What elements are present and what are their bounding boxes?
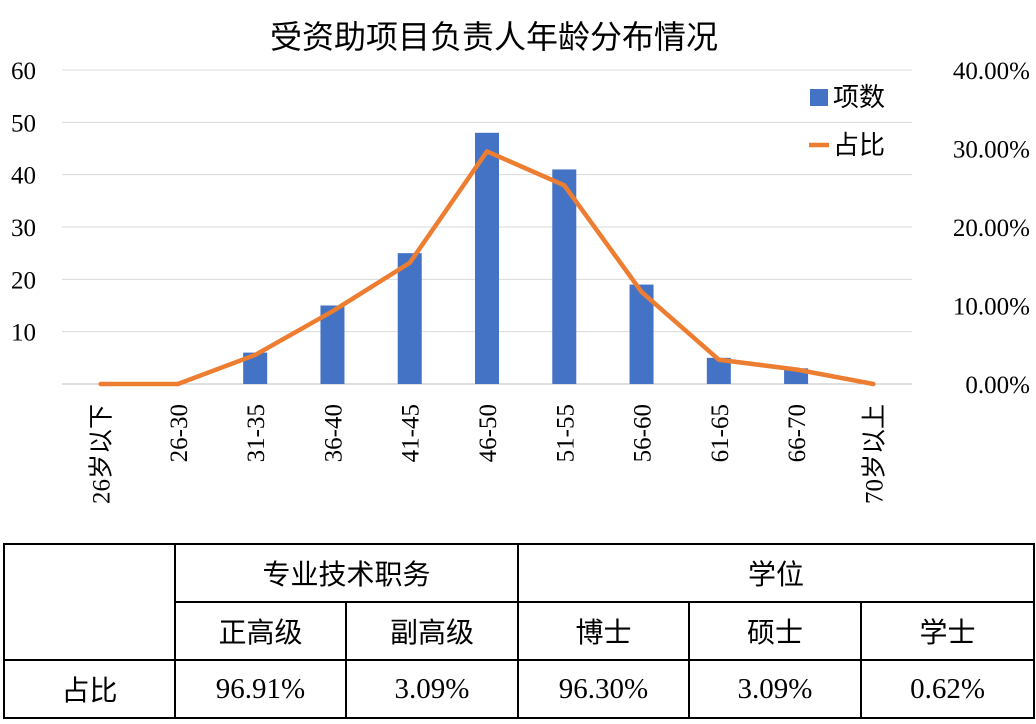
line-series-占比	[98, 149, 876, 387]
bar-41-45	[397, 253, 422, 384]
legend-swatch-bar	[810, 89, 828, 106]
x-tick-label: 31-35	[243, 404, 270, 462]
table-cell: 3.09%	[688, 659, 863, 719]
y-right-tick-label: 40.00%	[953, 58, 1030, 85]
sub-header: 博士	[517, 601, 691, 661]
table-cell: 0.62%	[860, 659, 1036, 719]
x-tick-label: 46-50	[475, 404, 502, 462]
x-tick-label: 36-40	[320, 404, 347, 462]
table-group-header-row: 专业技术职务 学位	[3, 543, 1036, 661]
bar-36-40	[320, 305, 345, 384]
x-tick-label: 26-30	[166, 404, 193, 462]
sub-header: 正高级	[174, 601, 347, 661]
chart-svg: 受资助项目负责人年龄分布情况 10 20 30 40 50 60 0.00% 10.00% 20.…	[11, 18, 1030, 504]
y-right-tick-label: 20.00%	[953, 215, 1030, 242]
legend-label-bar: 项数	[833, 83, 885, 113]
sub-header: 学士	[860, 601, 1036, 661]
y-left-tick-label: 50	[11, 110, 36, 137]
group-header-title: 专业技术职务	[173, 543, 520, 603]
y-left-tick-label: 30	[11, 215, 36, 242]
y-left-tick-label: 40	[11, 163, 36, 190]
table-row: 占比 96.91% 3.09% 96.30% 3.09% 0.62%	[3, 659, 1036, 719]
table-cell: 3.09%	[344, 659, 520, 719]
y-right-tick-label: 30.00%	[953, 137, 1030, 164]
table-sub-header-row: 正高级 副高级 博士 硕士 学士	[4, 601, 1036, 661]
chart-area: 受资助项目负责人年龄分布情况 10 20 30 40 50 60 0.00% 10.00% 20.…	[11, 18, 1030, 504]
sub-header: 副高级	[344, 601, 520, 661]
group-header-degree: 学位	[517, 543, 1036, 603]
x-tick-label: 41-45	[398, 404, 425, 462]
y-right-tick-label: 0.00%	[965, 372, 1030, 399]
table-corner-cell	[3, 543, 176, 661]
x-tick-label: 70岁以上	[860, 404, 888, 504]
bar-46-50	[475, 132, 499, 384]
table-cell: 96.30%	[517, 659, 691, 719]
bar-51-55	[552, 169, 577, 384]
x-tick-label: 26岁以下	[88, 404, 116, 504]
y-right-tick-label: 10.00%	[953, 294, 1030, 321]
x-tick-label: 61-65	[707, 404, 734, 462]
sub-header: 硕士	[688, 601, 863, 661]
y-left-tick-label: 60	[11, 58, 36, 85]
x-tick-label: 51-55	[552, 404, 579, 462]
summary-table: 专业技术职务 学位 正高级 副高级 博士 硕士 学士 占比 96.91% 3.0…	[3, 543, 1036, 719]
table-cell: 96.91%	[174, 659, 347, 719]
legend-label-line: 占比	[833, 131, 885, 161]
y-left-tick-label: 10	[11, 320, 36, 347]
y-left-tick-label: 20	[11, 267, 36, 294]
x-tick-label: 56-60	[630, 404, 657, 462]
x-tick-label: 66-70	[784, 404, 811, 462]
row-label: 占比	[3, 659, 176, 719]
chart-title: 受资助项目负责人年龄分布情况	[270, 18, 718, 56]
